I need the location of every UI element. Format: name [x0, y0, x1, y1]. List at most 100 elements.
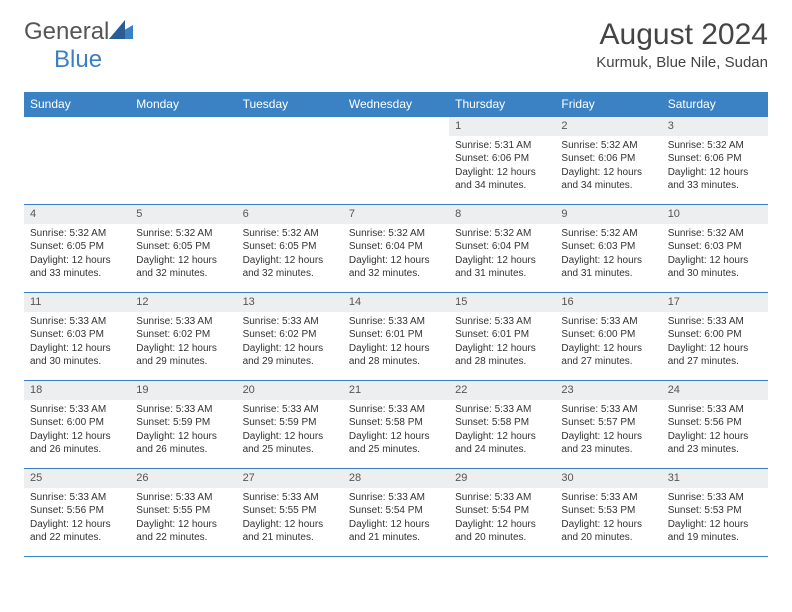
day-content: Sunrise: 5:33 AMSunset: 6:01 PMDaylight:… — [343, 312, 449, 372]
day-content: Sunrise: 5:33 AMSunset: 5:55 PMDaylight:… — [237, 488, 343, 548]
sunset-text: Sunset: 5:54 PM — [455, 504, 549, 518]
daylight-text: Daylight: 12 hours and 20 minutes. — [455, 518, 549, 545]
daylight-text: Daylight: 12 hours and 21 minutes. — [349, 518, 443, 545]
day-number: 30 — [555, 469, 661, 488]
calendar-cell: 24Sunrise: 5:33 AMSunset: 5:56 PMDayligh… — [662, 381, 768, 469]
calendar-cell: 30Sunrise: 5:33 AMSunset: 5:53 PMDayligh… — [555, 469, 661, 557]
calendar-cell: 16Sunrise: 5:33 AMSunset: 6:00 PMDayligh… — [555, 293, 661, 381]
day-number: 7 — [343, 205, 449, 224]
calendar-week: ....1Sunrise: 5:31 AMSunset: 6:06 PMDayl… — [24, 117, 768, 205]
daylight-text: Daylight: 12 hours and 25 minutes. — [243, 430, 337, 457]
day-content: Sunrise: 5:32 AMSunset: 6:04 PMDaylight:… — [343, 224, 449, 284]
day-number: 21 — [343, 381, 449, 400]
sunrise-text: Sunrise: 5:32 AM — [30, 227, 124, 241]
sunset-text: Sunset: 6:06 PM — [668, 152, 762, 166]
day-number: 28 — [343, 469, 449, 488]
daylight-text: Daylight: 12 hours and 34 minutes. — [561, 166, 655, 193]
day-number: 11 — [24, 293, 130, 312]
daylight-text: Daylight: 12 hours and 31 minutes. — [561, 254, 655, 281]
sunset-text: Sunset: 6:00 PM — [561, 328, 655, 342]
day-content: Sunrise: 5:31 AMSunset: 6:06 PMDaylight:… — [449, 136, 555, 196]
calendar-cell: 20Sunrise: 5:33 AMSunset: 5:59 PMDayligh… — [237, 381, 343, 469]
sunset-text: Sunset: 5:55 PM — [243, 504, 337, 518]
title-block: August 2024 Kurmuk, Blue Nile, Sudan — [596, 18, 768, 71]
sunset-text: Sunset: 5:56 PM — [668, 416, 762, 430]
sunrise-text: Sunrise: 5:32 AM — [455, 227, 549, 241]
day-number: 15 — [449, 293, 555, 312]
day-header: Sunday — [24, 92, 130, 117]
sunset-text: Sunset: 6:00 PM — [668, 328, 762, 342]
sunrise-text: Sunrise: 5:32 AM — [136, 227, 230, 241]
day-content: Sunrise: 5:33 AMSunset: 6:00 PMDaylight:… — [555, 312, 661, 372]
calendar-cell: 8Sunrise: 5:32 AMSunset: 6:04 PMDaylight… — [449, 205, 555, 293]
calendar-cell: 26Sunrise: 5:33 AMSunset: 5:55 PMDayligh… — [130, 469, 236, 557]
day-number: 13 — [237, 293, 343, 312]
daylight-text: Daylight: 12 hours and 29 minutes. — [243, 342, 337, 369]
sunset-text: Sunset: 6:03 PM — [30, 328, 124, 342]
day-content: Sunrise: 5:33 AMSunset: 6:00 PMDaylight:… — [662, 312, 768, 372]
day-content: Sunrise: 5:33 AMSunset: 5:58 PMDaylight:… — [343, 400, 449, 460]
day-content: Sunrise: 5:33 AMSunset: 5:58 PMDaylight:… — [449, 400, 555, 460]
day-header: Monday — [130, 92, 236, 117]
location-label: Kurmuk, Blue Nile, Sudan — [596, 54, 768, 71]
daylight-text: Daylight: 12 hours and 30 minutes. — [668, 254, 762, 281]
daylight-text: Daylight: 12 hours and 20 minutes. — [561, 518, 655, 545]
day-number: 22 — [449, 381, 555, 400]
day-number: 25 — [24, 469, 130, 488]
logo-mark-icon — [109, 18, 133, 45]
calendar-cell: 1Sunrise: 5:31 AMSunset: 6:06 PMDaylight… — [449, 117, 555, 205]
calendar-body: ....1Sunrise: 5:31 AMSunset: 6:06 PMDayl… — [24, 117, 768, 557]
daylight-text: Daylight: 12 hours and 31 minutes. — [455, 254, 549, 281]
sunset-text: Sunset: 5:54 PM — [349, 504, 443, 518]
calendar-cell: 15Sunrise: 5:33 AMSunset: 6:01 PMDayligh… — [449, 293, 555, 381]
sunset-text: Sunset: 5:56 PM — [30, 504, 124, 518]
day-number: 29 — [449, 469, 555, 488]
calendar-cell: 31Sunrise: 5:33 AMSunset: 5:53 PMDayligh… — [662, 469, 768, 557]
day-number: 20 — [237, 381, 343, 400]
sunset-text: Sunset: 6:06 PM — [561, 152, 655, 166]
calendar-week: 11Sunrise: 5:33 AMSunset: 6:03 PMDayligh… — [24, 293, 768, 381]
day-content: Sunrise: 5:33 AMSunset: 5:54 PMDaylight:… — [343, 488, 449, 548]
sunrise-text: Sunrise: 5:32 AM — [561, 227, 655, 241]
day-content: Sunrise: 5:32 AMSunset: 6:03 PMDaylight:… — [662, 224, 768, 284]
sunset-text: Sunset: 6:06 PM — [455, 152, 549, 166]
daylight-text: Daylight: 12 hours and 23 minutes. — [668, 430, 762, 457]
calendar-week: 25Sunrise: 5:33 AMSunset: 5:56 PMDayligh… — [24, 469, 768, 557]
day-number: 1 — [449, 117, 555, 136]
sunrise-text: Sunrise: 5:32 AM — [349, 227, 443, 241]
calendar-week: 18Sunrise: 5:33 AMSunset: 6:00 PMDayligh… — [24, 381, 768, 469]
day-number: 8 — [449, 205, 555, 224]
calendar-cell: . — [130, 117, 236, 205]
sunrise-text: Sunrise: 5:33 AM — [455, 403, 549, 417]
day-content: Sunrise: 5:33 AMSunset: 5:56 PMDaylight:… — [662, 400, 768, 460]
day-number: 16 — [555, 293, 661, 312]
sunset-text: Sunset: 5:57 PM — [561, 416, 655, 430]
day-number: 31 — [662, 469, 768, 488]
daylight-text: Daylight: 12 hours and 22 minutes. — [30, 518, 124, 545]
daylight-text: Daylight: 12 hours and 25 minutes. — [349, 430, 443, 457]
sunrise-text: Sunrise: 5:33 AM — [243, 315, 337, 329]
sunset-text: Sunset: 6:01 PM — [455, 328, 549, 342]
calendar-cell: . — [24, 117, 130, 205]
day-content: Sunrise: 5:33 AMSunset: 6:03 PMDaylight:… — [24, 312, 130, 372]
day-content: Sunrise: 5:33 AMSunset: 5:59 PMDaylight:… — [130, 400, 236, 460]
day-content: Sunrise: 5:33 AMSunset: 6:02 PMDaylight:… — [130, 312, 236, 372]
daylight-text: Daylight: 12 hours and 23 minutes. — [561, 430, 655, 457]
daylight-text: Daylight: 12 hours and 27 minutes. — [668, 342, 762, 369]
sunrise-text: Sunrise: 5:33 AM — [30, 403, 124, 417]
daylight-text: Daylight: 12 hours and 27 minutes. — [561, 342, 655, 369]
calendar-cell: . — [237, 117, 343, 205]
sunset-text: Sunset: 6:04 PM — [349, 240, 443, 254]
calendar-cell: 12Sunrise: 5:33 AMSunset: 6:02 PMDayligh… — [130, 293, 236, 381]
sunrise-text: Sunrise: 5:32 AM — [668, 139, 762, 153]
sunrise-text: Sunrise: 5:32 AM — [243, 227, 337, 241]
daylight-text: Daylight: 12 hours and 33 minutes. — [668, 166, 762, 193]
calendar-cell: 18Sunrise: 5:33 AMSunset: 6:00 PMDayligh… — [24, 381, 130, 469]
day-content: Sunrise: 5:33 AMSunset: 5:59 PMDaylight:… — [237, 400, 343, 460]
day-number: 3 — [662, 117, 768, 136]
day-content: Sunrise: 5:33 AMSunset: 5:54 PMDaylight:… — [449, 488, 555, 548]
sunset-text: Sunset: 5:53 PM — [668, 504, 762, 518]
sunrise-text: Sunrise: 5:32 AM — [561, 139, 655, 153]
sunrise-text: Sunrise: 5:33 AM — [136, 403, 230, 417]
day-content: Sunrise: 5:33 AMSunset: 6:00 PMDaylight:… — [24, 400, 130, 460]
